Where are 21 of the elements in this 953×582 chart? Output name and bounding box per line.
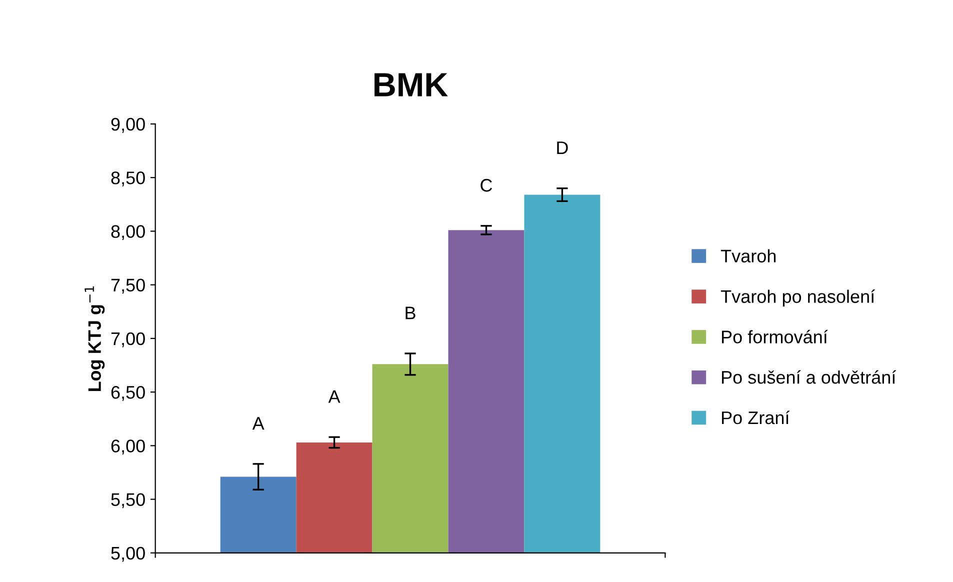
y-tick-label: 7,00 — [111, 332, 145, 348]
annotation: A — [252, 417, 264, 430]
annotation: A — [328, 390, 340, 403]
y-axis-title: Log KTJ g$^{−1}$ — [84, 286, 105, 392]
legend-label: Po Zraní — [722, 410, 790, 424]
legend-label: Tvaroh — [720, 249, 776, 262]
y-tick-label: 8,00 — [111, 225, 145, 240]
legend-label: Po formování — [722, 330, 828, 344]
legend-label: Tvaroh po nasolení — [720, 290, 876, 307]
y-tick-label: 7,50 — [111, 278, 145, 294]
y-tick-label: 5,00 — [111, 546, 145, 562]
y-tick-label: 9,00 — [111, 118, 145, 133]
annotation: B — [406, 306, 416, 320]
y-tick-label: 6,50 — [111, 386, 145, 401]
y-tick-label: 8,50 — [111, 172, 145, 186]
y-tick-label: 5,50 — [111, 493, 145, 508]
chart-title: BMK — [374, 73, 448, 96]
legend-label: Po sušení a odvětrání — [722, 370, 896, 384]
y-tick-label: 6,00 — [111, 440, 145, 455]
annotation: D — [557, 142, 568, 154]
annotation: C — [480, 178, 492, 192]
